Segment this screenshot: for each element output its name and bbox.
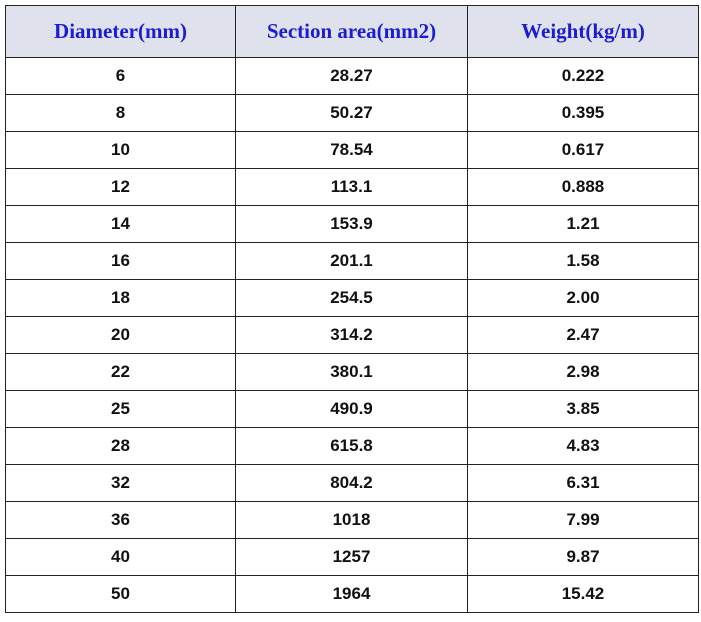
table-cell: 28 (5, 427, 236, 465)
table-cell: 615.8 (235, 427, 468, 465)
table-cell: 32 (5, 464, 236, 502)
table-cell: 50.27 (235, 94, 468, 132)
table-cell: 18 (5, 279, 236, 317)
table-cell: 1.58 (467, 242, 699, 280)
table-cell: 6 (5, 57, 236, 95)
table-row: 8 50.27 0.395 (5, 94, 699, 132)
table-cell: 0.888 (467, 168, 699, 206)
table-cell: 7.99 (467, 501, 699, 539)
table-cell: 2.98 (467, 353, 699, 391)
table-cell: 40 (5, 538, 236, 576)
table-cell: 0.395 (467, 94, 699, 132)
table-cell: 16 (5, 242, 236, 280)
table-cell: 50 (5, 575, 236, 613)
column-header: Diameter(mm) (5, 5, 236, 58)
table-row: 10 78.54 0.617 (5, 131, 699, 169)
table-row: 6 28.27 0.222 (5, 57, 699, 95)
data-table: Diameter(mm) Section area(mm2) Weight(kg/m… (5, 5, 699, 613)
column-header: Weight(kg/m) (467, 5, 699, 58)
table-row: 40 1257 9.87 (5, 538, 699, 576)
table-header: Diameter(mm) Section area(mm2) Weight(kg/m… (5, 5, 699, 58)
table-row: 32 804.2 6.31 (5, 464, 699, 502)
table-cell: 201.1 (235, 242, 468, 280)
table-row: 14 153.9 1.21 (5, 205, 699, 243)
table-cell: 25 (5, 390, 236, 428)
column-header: Section area(mm2) (235, 5, 468, 58)
table-row: 36 1018 7.99 (5, 501, 699, 539)
table-cell: 380.1 (235, 353, 468, 391)
header-row: Diameter(mm) Section area(mm2) Weight(kg/m… (5, 5, 699, 58)
table-cell: 78.54 (235, 131, 468, 169)
table-row: 18 254.5 2.00 (5, 279, 699, 317)
table-cell: 2.47 (467, 316, 699, 354)
table-cell: 314.2 (235, 316, 468, 354)
table-cell: 15.42 (467, 575, 699, 613)
table-cell: 22 (5, 353, 236, 391)
table-cell: 36 (5, 501, 236, 539)
table-cell: 1.21 (467, 205, 699, 243)
table-body: 6 28.27 0.222 8 50.27 0.395 10 78.54 0.617 12 113.… (5, 57, 699, 613)
table-cell: 14 (5, 205, 236, 243)
table-cell: 490.9 (235, 390, 468, 428)
table-row: 12 113.1 0.888 (5, 168, 699, 206)
table-cell: 12 (5, 168, 236, 206)
table-cell: 4.83 (467, 427, 699, 465)
table-row: 50 1964 15.42 (5, 575, 699, 613)
table-cell: 8 (5, 94, 236, 132)
table-cell: 28.27 (235, 57, 468, 95)
table-cell: 1964 (235, 575, 468, 613)
table-cell: 113.1 (235, 168, 468, 206)
table-row: 22 380.1 2.98 (5, 353, 699, 391)
table-cell: 0.617 (467, 131, 699, 169)
table-cell: 3.85 (467, 390, 699, 428)
table-cell: 1018 (235, 501, 468, 539)
table-cell: 9.87 (467, 538, 699, 576)
table-cell: 10 (5, 131, 236, 169)
table-row: 20 314.2 2.47 (5, 316, 699, 354)
table-row: 16 201.1 1.58 (5, 242, 699, 280)
table-cell: 2.00 (467, 279, 699, 317)
table-cell: 153.9 (235, 205, 468, 243)
table-cell: 6.31 (467, 464, 699, 502)
table-cell: 1257 (235, 538, 468, 576)
table-row: 25 490.9 3.85 (5, 390, 699, 428)
table-row: 28 615.8 4.83 (5, 427, 699, 465)
table-cell: 254.5 (235, 279, 468, 317)
table-cell: 804.2 (235, 464, 468, 502)
table-cell: 20 (5, 316, 236, 354)
table-cell: 0.222 (467, 57, 699, 95)
